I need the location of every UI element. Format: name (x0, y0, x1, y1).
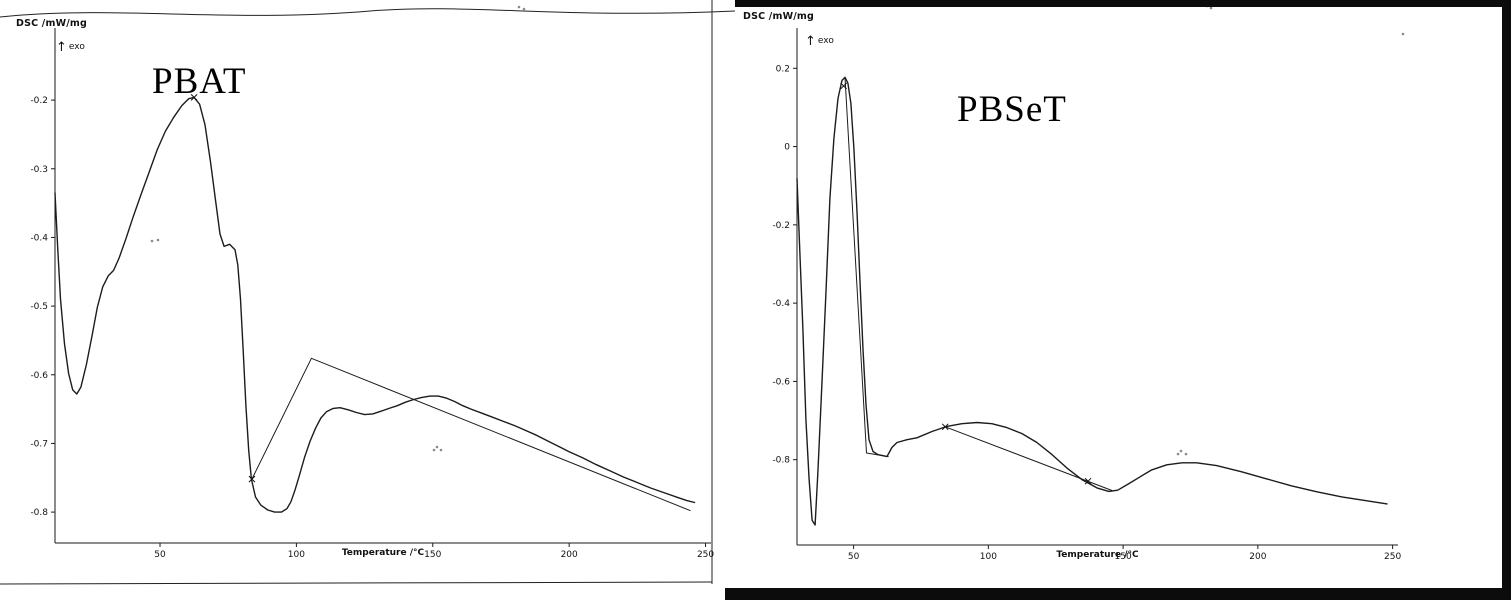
peak-marker (1084, 477, 1092, 485)
x-tick-label: 100 (980, 552, 997, 562)
x-tick-label: 200 (1249, 552, 1266, 562)
pbat-chart-plot: 50 100 150 200 250 -0.2 -0.3 -0.4 -0.5 -0.6 -0.7 -0… (0, 0, 735, 585)
integration-baseline (945, 426, 1113, 492)
x-tick-label: 250 (1384, 552, 1401, 562)
y-tick-label: 0.2 (776, 64, 790, 74)
scan-border-right (1502, 0, 1511, 600)
y-tick-label: -0.7 (30, 439, 48, 449)
dsc-curve (796, 76, 1388, 526)
scan-speck (1209, 6, 1213, 10)
y-tick-label: -0.2 (772, 221, 790, 231)
scan-speck (156, 238, 160, 242)
x-tick-label: 250 (697, 550, 714, 560)
peak-marker (190, 93, 198, 101)
peak-marker (248, 475, 256, 483)
scan-speck (439, 448, 443, 452)
integration-baseline (251, 357, 691, 512)
scan-speck (435, 445, 439, 449)
y-tick-label: -0.8 (30, 508, 48, 518)
x-tick-label: 150 (424, 550, 441, 560)
scan-artifact-line (0, 581, 713, 585)
y-tick-label: -0.2 (30, 96, 48, 106)
y-axis-label: DSC /mW/mg (743, 11, 815, 22)
dsc-curve (54, 96, 696, 513)
x-axis-label: Temperature /°C (1056, 550, 1139, 560)
scan-border-bottom (725, 588, 1511, 600)
x-tick-label: 50 (154, 550, 166, 560)
exo-direction-indicator: ↑ exo (56, 40, 85, 55)
y-axis-label: DSC /mW/mg (16, 18, 88, 29)
peak-tangent-baseline (844, 77, 889, 458)
x-tick-label: 150 (1115, 552, 1132, 562)
scan-speck (1184, 452, 1188, 456)
scan-speck (517, 5, 521, 9)
y-tick-label: -0.8 (772, 456, 790, 466)
scan-speck (150, 239, 154, 243)
peak-marker (941, 423, 949, 431)
scan-artifact-line (0, 8, 735, 18)
scan-border-top (735, 0, 1511, 7)
pbset-chart-plot: 50 100 150 200 250 0.2 0 -0.2 -0.4 -0.6 -0.8 (772, 4, 1405, 562)
scan-speck (1179, 449, 1183, 453)
exo-label: exo (817, 36, 834, 46)
x-tick-label: 100 (288, 550, 305, 560)
y-tick-label: -0.6 (30, 371, 48, 381)
x-axis-label: Temperature /°C (341, 548, 425, 558)
y-tick-label: -0.3 (30, 165, 48, 175)
y-tick-label: 0 (784, 143, 790, 153)
exo-direction-indicator: ↑ exo (805, 34, 834, 49)
peak-marker (840, 82, 847, 90)
up-arrow-icon: ↑ (56, 40, 67, 55)
y-tick-label: -0.4 (772, 299, 790, 309)
panel-title-pbset: PBSeT (957, 89, 1067, 130)
scan-speck (1401, 32, 1405, 36)
y-tick-label: -0.6 (772, 377, 790, 387)
x-tick-label: 50 (848, 552, 860, 562)
y-tick-label: -0.4 (30, 233, 48, 243)
exo-label: exo (68, 42, 85, 52)
panel-pbset: 50 100 150 200 250 0.2 0 -0.2 -0.4 -0.6 -0.8 DSC /… (725, 0, 1511, 600)
y-tick-label: -0.5 (30, 302, 48, 312)
panel-pbat: 50 100 150 200 250 -0.2 -0.3 -0.4 -0.5 -0.6 -0.7 -0… (0, 0, 735, 600)
scan-speck (432, 448, 436, 452)
scan-speck (1176, 452, 1180, 456)
scan-speck (522, 7, 526, 11)
x-tick-label: 200 (561, 550, 578, 560)
panel-title-pbat: PBAT (152, 61, 247, 102)
up-arrow-icon: ↑ (805, 34, 816, 49)
